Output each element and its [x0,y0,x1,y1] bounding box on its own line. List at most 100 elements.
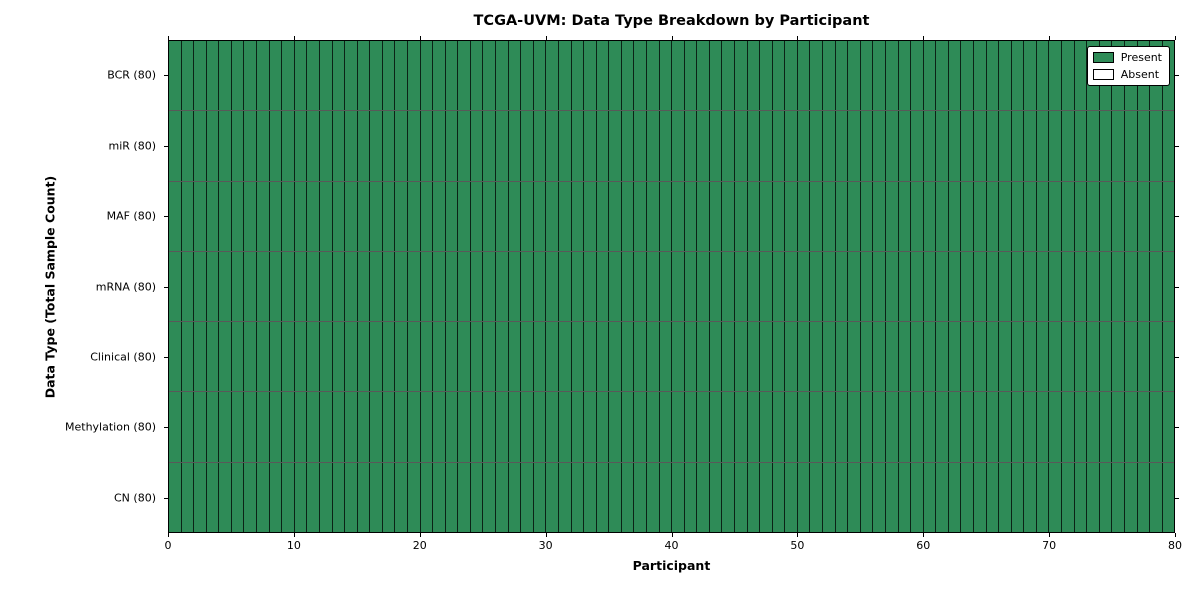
cell-CN-9 [282,462,295,532]
cell-CN-43 [709,462,723,532]
cell-CN-8 [269,462,283,532]
ytick-mark-left-Methylation [164,427,168,429]
cell-BCR-50 [797,41,811,111]
cell-BCR-39 [659,41,673,111]
cell-mRNA-61 [936,251,949,322]
cell-BCR-35 [609,41,622,111]
cell-MAF-63 [961,181,974,251]
cell-MAF-57 [885,181,899,251]
cell-CN-29 [533,462,547,532]
cell-Clinical-73 [1087,322,1100,392]
cell-CN-37 [634,462,647,532]
cell-MAF-60 [923,181,937,251]
cell-BCR-18 [395,41,408,111]
xtick-label-30: 30 [538,539,553,552]
cell-CN-4 [219,462,232,532]
cell-CN-55 [860,462,874,532]
cell-miR-42 [697,111,710,181]
cell-Clinical-16 [370,322,383,392]
cell-Methylation-55 [860,392,874,462]
cell-MAF-22 [445,181,459,251]
cell-BCR-47 [760,41,773,111]
cell-MAF-54 [848,181,861,251]
cell-Clinical-22 [445,322,459,392]
ytick-mark-left-BCR [164,75,168,77]
cell-BCR-25 [483,41,497,111]
cell-MAF-53 [835,181,849,251]
cell-BCR-29 [533,41,547,111]
cell-miR-30 [546,111,559,181]
cell-mRNA-6 [244,251,258,322]
cell-Clinical-58 [898,322,912,392]
cell-BCR-53 [835,41,849,111]
cell-CN-34 [596,462,610,532]
cell-miR-49 [785,111,798,181]
xtick-mark-bottom-40 [671,533,673,537]
cell-Clinical-32 [571,322,585,392]
cell-Clinical-15 [357,322,371,392]
cell-Clinical-63 [961,322,974,392]
cell-Methylation-72 [1074,392,1088,462]
cell-miR-39 [659,111,673,181]
cell-mRNA-56 [873,251,886,322]
cell-Methylation-32 [571,392,585,462]
cell-Methylation-29 [533,392,547,462]
cell-CN-16 [370,462,383,532]
xtick-label-60: 60 [916,539,931,552]
cell-MAF-27 [508,181,522,251]
cell-CN-40 [672,462,685,532]
cell-BCR-46 [747,41,761,111]
cell-BCR-2 [194,41,207,111]
cell-Clinical-25 [483,322,497,392]
cell-CN-46 [747,462,761,532]
chart-title: TCGA-UVM: Data Type Breakdown by Partici… [473,13,870,29]
cell-mRNA-5 [231,251,245,322]
cell-Methylation-39 [659,392,673,462]
cell-miR-37 [634,111,647,181]
cell-MAF-42 [697,181,710,251]
cell-MAF-58 [898,181,912,251]
cell-miR-24 [470,111,484,181]
cell-MAF-14 [345,181,358,251]
cell-CN-58 [898,462,912,532]
xtick-mark-top-40 [671,36,673,40]
ytick-label-BCR: BCR (80) [107,68,156,82]
cell-BCR-43 [709,41,723,111]
cell-Methylation-14 [345,392,358,462]
cell-BCR-51 [810,41,824,111]
cell-mRNA-20 [420,251,434,322]
cell-Clinical-8 [269,322,283,392]
cell-Clinical-34 [596,322,610,392]
cell-mRNA-35 [609,251,622,322]
cell-miR-71 [1062,111,1075,181]
cell-mRNA-3 [206,251,220,322]
cell-CN-70 [1049,462,1063,532]
cell-Clinical-30 [546,322,559,392]
cell-Methylation-8 [269,392,283,462]
cell-miR-60 [923,111,937,181]
cell-mRNA-75 [1112,251,1125,322]
cell-mRNA-33 [584,251,597,322]
cell-MAF-74 [1099,181,1113,251]
cell-Clinical-64 [974,322,987,392]
cell-MAF-56 [873,181,886,251]
cell-CN-22 [445,462,459,532]
cell-MAF-1 [181,181,195,251]
ytick-mark-right-CN [1175,497,1179,499]
cell-miR-38 [646,111,660,181]
cell-miR-64 [974,111,987,181]
cell-Clinical-66 [999,322,1012,392]
cell-miR-13 [332,111,346,181]
xtick-mark-top-0 [168,36,169,40]
cell-mRNA-31 [558,251,572,322]
cell-Methylation-23 [458,392,471,462]
cell-Clinical-21 [433,322,446,392]
cell-MAF-38 [646,181,660,251]
cell-mRNA-45 [735,251,748,322]
cell-Clinical-60 [923,322,937,392]
cell-Methylation-47 [760,392,773,462]
ytick-mark-right-BCR [1175,75,1179,77]
cell-BCR-64 [974,41,987,111]
cell-CN-19 [407,462,421,532]
cell-Methylation-70 [1049,392,1063,462]
